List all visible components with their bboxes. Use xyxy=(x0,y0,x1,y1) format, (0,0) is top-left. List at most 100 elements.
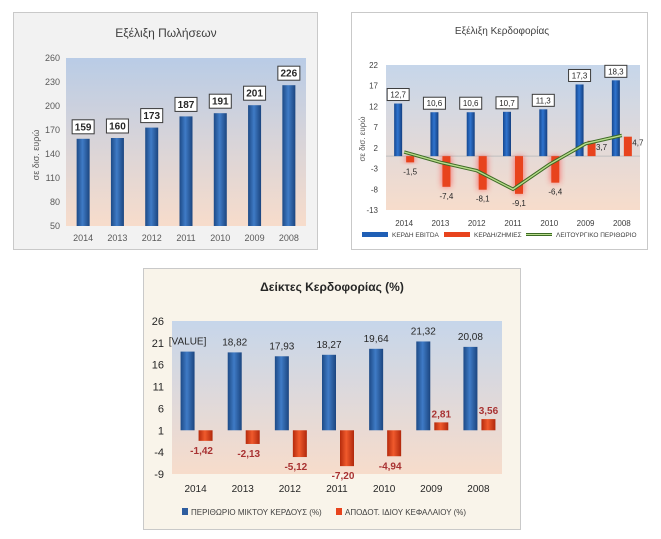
bar xyxy=(248,105,262,226)
x-tick-label: 2008 xyxy=(467,484,490,495)
data-label: 160 xyxy=(109,122,126,133)
data-label-roe: -7,20 xyxy=(332,471,355,482)
data-label-gross-margin: 17,93 xyxy=(269,341,294,352)
y-tick-label: -3 xyxy=(371,165,379,174)
legend-label-ebitda: ΚΕΡΔΗ EBITDA xyxy=(392,232,440,239)
bar-ebitda xyxy=(611,80,620,157)
y-tick-label: -4 xyxy=(154,447,164,459)
x-tick-label: 2013 xyxy=(107,233,127,243)
data-label: 226 xyxy=(281,69,298,80)
chart-ratios-panel: Δείκτες Κερδοφορίας (%) -9 -4 1 6 11 16 21 26 [V… xyxy=(143,268,521,530)
x-tick-label: 2009 xyxy=(577,219,595,228)
legend-swatch-ebitda xyxy=(362,232,388,237)
x-tick-label: 2014 xyxy=(184,484,207,495)
data-label-box xyxy=(174,96,198,112)
y-axis-label: σε δισ. ευρώ xyxy=(31,130,41,181)
data-label-profit-loss: 3,7 xyxy=(596,143,608,152)
legend-swatch-gross-margin xyxy=(182,508,188,515)
data-label-box xyxy=(531,93,555,107)
x-tick-label: 2011 xyxy=(326,484,348,495)
bar-profit-loss xyxy=(587,140,596,157)
data-label-ebitda: 10,6 xyxy=(427,99,443,108)
bar-roe xyxy=(245,430,260,444)
data-label-profit-loss: -1,5 xyxy=(403,167,417,176)
chart-profitability: Εξέλιξη Κερδοφορίας σε δισ. ευρώ -13 -8 -3… xyxy=(358,25,644,239)
data-label-profit-loss: -9,1 xyxy=(512,199,526,208)
bar xyxy=(282,85,296,226)
data-label: 159 xyxy=(75,122,92,133)
x-tick-label: 2010 xyxy=(373,484,396,495)
legend-label-roe: ΑΠΟΔΟΤ. ΙΔΙΟΥ ΚΕΦΑΛΑΙΟΥ (%) xyxy=(345,508,466,517)
y-tick-label: 6 xyxy=(158,403,164,415)
x-tick-label: 2009 xyxy=(245,233,265,243)
y-tick-label: -9 xyxy=(154,469,164,481)
data-label: 187 xyxy=(178,100,195,111)
y-tick-label: 22 xyxy=(369,61,378,70)
data-label-ebitda: 10,6 xyxy=(463,99,479,108)
y-tick-label: 16 xyxy=(152,360,164,372)
data-label-box xyxy=(277,65,301,81)
x-tick-label: 2014 xyxy=(395,219,413,228)
data-label-roe: -5,12 xyxy=(284,462,307,473)
bar-profit-loss xyxy=(551,156,560,183)
bar-profit-loss xyxy=(623,136,632,157)
plot-area xyxy=(172,321,502,474)
plot-area xyxy=(386,65,640,210)
chart-sales: Εξέλιξη Πωλήσεων σε δισ. ευρώ 50 80 110 140… xyxy=(31,26,306,243)
x-tick-label: 2012 xyxy=(142,233,162,243)
y-tick-label: 2 xyxy=(374,144,379,153)
chart-title: Εξέλιξη Πωλήσεων xyxy=(115,26,216,40)
bar xyxy=(213,113,227,226)
bar-ebitda xyxy=(503,111,511,157)
data-label-box xyxy=(604,64,628,78)
chart-title: Εξέλιξη Κερδοφορίας xyxy=(455,25,549,37)
data-label: 201 xyxy=(246,89,263,100)
bar-gross-margin xyxy=(369,348,384,431)
y-tick-label: 50 xyxy=(50,221,60,231)
bar xyxy=(179,116,193,226)
bar-roe xyxy=(481,419,496,431)
bar xyxy=(76,138,90,226)
bar-ebitda xyxy=(575,84,584,157)
bar-gross-margin xyxy=(274,356,289,431)
bar-profit-loss xyxy=(442,156,451,187)
data-label-box xyxy=(140,108,164,124)
legend-label-gross-margin: ΠΕΡΙΘΩΡΙΟ ΜΙΚΤΟΥ ΚΕΡΔΟΥΣ (%) xyxy=(191,508,322,517)
y-axis-label: σε δισ. ευρώ xyxy=(358,116,367,161)
line-operating-margin xyxy=(403,134,623,191)
bar-roe xyxy=(387,430,402,457)
y-tick-label: 260 xyxy=(45,53,60,63)
data-label-box xyxy=(71,119,95,135)
bar-profit-loss xyxy=(515,156,523,194)
data-label-box xyxy=(386,88,410,102)
data-label-roe: 2,81 xyxy=(432,409,452,420)
data-label-box xyxy=(422,96,446,110)
data-label-gross-margin: 21,32 xyxy=(411,326,436,337)
y-tick-label: 12 xyxy=(369,102,378,111)
data-label-gross-margin: 20,08 xyxy=(458,332,483,343)
y-tick-label: 1 xyxy=(158,425,164,437)
x-tick-label: 2008 xyxy=(613,219,631,228)
data-label-gross-margin: [VALUE] xyxy=(169,337,207,348)
bar xyxy=(145,127,159,226)
y-tick-label: 170 xyxy=(45,125,60,135)
y-tick-label: 140 xyxy=(45,149,60,159)
bar-ebitda xyxy=(466,112,475,157)
legend-label-profit-loss: ΚΕΡΔΗ/ΖΗΜΙΕΣ xyxy=(474,232,522,239)
x-tick-label: 2013 xyxy=(432,219,450,228)
bar-gross-margin xyxy=(322,354,336,431)
bar-ebitda xyxy=(394,103,403,157)
data-label-ebitda: 10,7 xyxy=(499,99,515,108)
data-label-profit-loss: 4,7 xyxy=(632,139,644,148)
data-label-box xyxy=(243,85,267,101)
data-label: 173 xyxy=(143,111,160,122)
bar-roe xyxy=(340,430,354,467)
data-label-ebitda: 18,3 xyxy=(608,67,624,76)
data-label-roe: -1,42 xyxy=(190,446,213,457)
chart-sales-panel: Εξέλιξη Πωλήσεων σε δισ. ευρώ 50 80 110 140… xyxy=(13,12,318,250)
y-tick-label: 80 xyxy=(50,197,60,207)
bar-gross-margin xyxy=(227,352,242,431)
data-label-gross-margin: 18,27 xyxy=(316,340,341,351)
y-tick-label: 7 xyxy=(374,123,379,132)
data-label-ebitda: 11,3 xyxy=(536,96,552,105)
